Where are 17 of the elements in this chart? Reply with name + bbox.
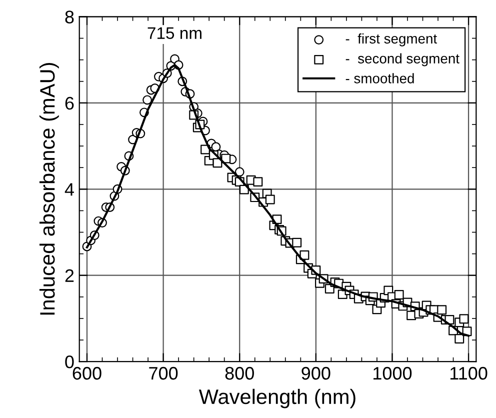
legend-label: - first segment: [346, 33, 437, 46]
y-tick-label: 0: [65, 356, 74, 368]
y-axis-title: Induced absorbance (mAU): [39, 63, 59, 315]
x-axis-title: Wavelength (nm): [198, 388, 356, 408]
y-tick-label: 8: [65, 10, 74, 24]
annotation: 715 nm: [148, 27, 202, 40]
y-tick-label: 4: [64, 183, 74, 196]
x-tick-label: 800: [225, 366, 254, 380]
x-tick-label: 900: [302, 366, 330, 380]
x-tick-label: 700: [149, 366, 178, 380]
x-tick-label: 1000: [374, 366, 412, 380]
legend-label: - second segment: [346, 53, 460, 66]
y-tick-label: 6: [65, 96, 74, 110]
legend-label: - smoothed: [346, 73, 414, 84]
x-tick-label: 600: [72, 366, 102, 380]
x-tick-label: 1100: [450, 366, 488, 380]
y-tick-label: 2: [65, 269, 74, 282]
